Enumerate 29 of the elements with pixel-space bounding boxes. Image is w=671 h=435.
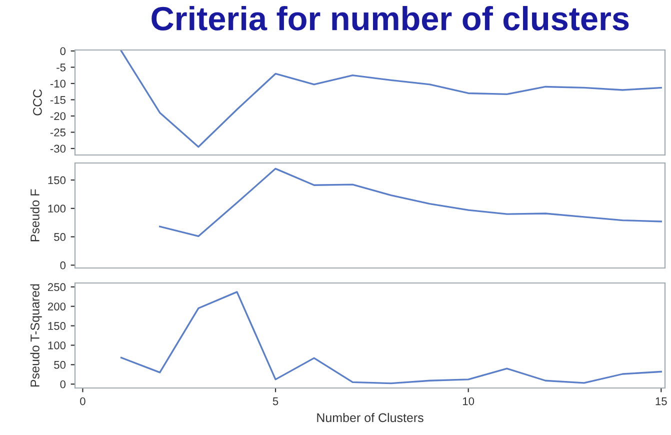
- y-tick-label: 0: [60, 47, 66, 56]
- y-tick-label: 250: [48, 283, 66, 292]
- x-tick-label: 10: [463, 397, 474, 406]
- y-axis-title: Pseudo F: [30, 189, 40, 242]
- y-tick-label: -20: [50, 112, 66, 120]
- chart-title: Criteria for number of clusters: [152, 6, 629, 30]
- y-tick-label: -10: [50, 80, 66, 88]
- y-tick-label: 50: [54, 233, 66, 241]
- y-tick-label: 0: [60, 261, 66, 270]
- x-axis-title: Number of Clusters: [317, 412, 424, 422]
- y-tick-label: 200: [48, 302, 66, 310]
- x-tick-label: 0: [80, 397, 86, 406]
- x-tick-label: 5: [272, 397, 278, 406]
- line-series: [159, 168, 662, 238]
- y-tick-label: 100: [48, 204, 66, 213]
- line-series: [120, 291, 662, 384]
- y-axis-title: Pseudo T-Squared: [30, 284, 42, 386]
- y-tick-label: 50: [54, 360, 66, 369]
- y-tick-label: -5: [56, 64, 66, 72]
- y-tick-label: 150: [48, 176, 66, 184]
- y-axis-title: CCC: [33, 89, 42, 116]
- x-tick-label: 15: [656, 397, 667, 406]
- y-tick-label: -15: [50, 96, 66, 104]
- y-tick-label: 100: [48, 341, 66, 350]
- y-tick-label: -30: [50, 144, 66, 153]
- line-series: [120, 50, 662, 148]
- y-tick-label: -25: [50, 128, 66, 136]
- y-tick-label: 0: [60, 380, 66, 388]
- y-tick-label: 150: [48, 322, 66, 330]
